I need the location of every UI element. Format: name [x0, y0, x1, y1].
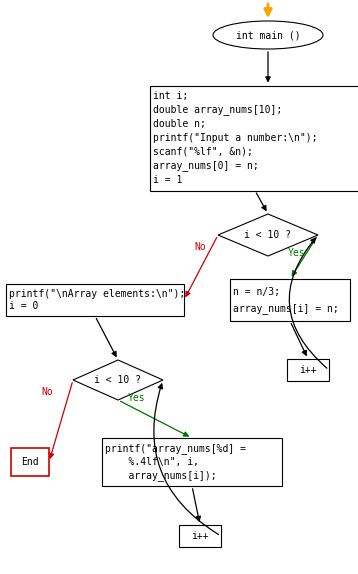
Text: array_nums[i]);: array_nums[i]);	[105, 470, 217, 481]
Text: i < 10 ?: i < 10 ?	[245, 230, 291, 240]
Polygon shape	[73, 360, 163, 400]
Text: int i;: int i;	[153, 91, 188, 101]
Text: i = 1: i = 1	[153, 175, 182, 185]
Text: Yes: Yes	[288, 248, 306, 258]
Bar	[11, 448, 49, 476]
Bar	[6, 284, 184, 316]
Text: int main (): int main ()	[236, 30, 300, 40]
Text: %.4lf\n", i,: %.4lf\n", i,	[105, 457, 199, 467]
Bar	[230, 279, 350, 321]
Text: i++: i++	[191, 531, 209, 541]
Text: i++: i++	[299, 365, 317, 375]
Text: Yes: Yes	[128, 393, 146, 403]
Bar	[150, 86, 358, 191]
Text: printf("Input a number:\n");: printf("Input a number:\n");	[153, 133, 318, 143]
Text: scanf("%lf", &n);: scanf("%lf", &n);	[153, 147, 253, 157]
Polygon shape	[218, 214, 318, 256]
Text: double n;: double n;	[153, 119, 206, 129]
Text: n = n/3;: n = n/3;	[233, 286, 280, 297]
Ellipse shape	[213, 21, 323, 49]
Text: printf("\nArray elements:\n");: printf("\nArray elements:\n");	[9, 289, 185, 298]
Text: array_nums[i] = n;: array_nums[i] = n;	[233, 303, 339, 314]
Text: double array_nums[10];: double array_nums[10];	[153, 104, 282, 115]
Bar	[287, 359, 329, 381]
Text: i = 0: i = 0	[9, 301, 38, 312]
Text: i < 10 ?: i < 10 ?	[95, 375, 141, 385]
Text: End: End	[21, 457, 39, 467]
Text: array_nums[0] = n;: array_nums[0] = n;	[153, 161, 259, 172]
Text: No: No	[194, 242, 206, 252]
Text: No: No	[41, 387, 53, 397]
Bar	[179, 525, 221, 547]
Text: printf("array_nums[%d] =: printf("array_nums[%d] =	[105, 443, 246, 453]
Bar	[102, 438, 282, 486]
